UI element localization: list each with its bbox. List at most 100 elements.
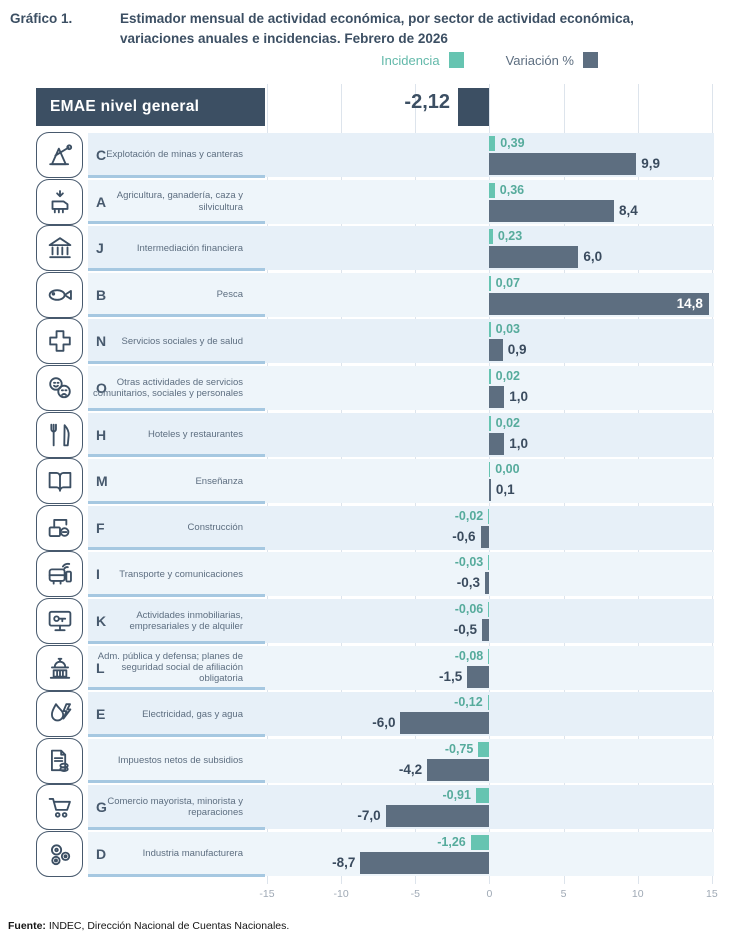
variacion-swatch-icon xyxy=(582,52,598,68)
row-band xyxy=(88,552,714,597)
variacion-value: 14,8 xyxy=(676,295,703,311)
incidencia-bar xyxy=(489,182,495,198)
variacion-value: -0,3 xyxy=(456,575,481,591)
variacion-value: -1,5 xyxy=(438,668,463,684)
incidencia-value: 0,07 xyxy=(495,275,520,290)
sector-label: Electricidad, gas y agua xyxy=(142,708,243,720)
book-icon xyxy=(48,472,71,492)
variacion-bar xyxy=(485,572,490,595)
variacion-value: -7,0 xyxy=(357,808,381,824)
sector-label: Otras actividades de servicios comunitar… xyxy=(93,376,243,399)
medical-cross-icon xyxy=(48,330,71,353)
sector-code: E xyxy=(96,706,106,723)
row-strip-border xyxy=(88,500,265,504)
capitol-icon xyxy=(49,657,70,679)
sector-label: Impuestos netos de subsidios xyxy=(117,755,243,767)
bank-icon xyxy=(48,237,71,259)
incidencia-value: 0,02 xyxy=(495,415,520,430)
variacion-value: 6,0 xyxy=(583,249,603,265)
row-strip-border xyxy=(88,267,265,271)
pumpjack-icon xyxy=(48,144,72,166)
variacion-value: 1,0 xyxy=(509,389,529,404)
row-strip-border xyxy=(88,826,265,830)
incidencia-value: -0,12 xyxy=(454,695,483,710)
bus-icon xyxy=(48,563,72,585)
variacion-bar xyxy=(489,199,614,222)
sector-label: Comercio mayorista, minorista y reparaci… xyxy=(107,796,243,819)
row-band xyxy=(88,412,714,457)
sector-label: Transporte y comunicaciones xyxy=(119,568,243,580)
row-strip-border xyxy=(88,780,265,784)
variacion-bar xyxy=(360,852,490,874)
taxes-icon xyxy=(50,749,69,772)
incidencia-bar xyxy=(488,508,490,524)
incidencia-bar xyxy=(478,741,490,757)
sector-label: Construcción xyxy=(187,522,243,534)
utilities-icon xyxy=(50,703,71,722)
sector-label: Adm. pública y defensa; planes de seguri… xyxy=(97,650,243,685)
incidencia-value: -0,91 xyxy=(442,788,471,803)
row-strip-border xyxy=(88,733,265,737)
sector-code: L xyxy=(96,659,105,676)
sector-icon-box xyxy=(36,411,83,458)
x-axis-tick: 10 xyxy=(631,888,644,900)
source-label: Fuente: xyxy=(8,920,46,932)
row-band xyxy=(88,738,714,783)
incidencia-bar xyxy=(488,555,490,571)
variacion-value: -0,5 xyxy=(453,622,478,637)
row-strip-border xyxy=(88,687,265,691)
sector-icon-box xyxy=(36,365,83,411)
row-strip-border xyxy=(88,640,265,644)
sector-icon-box xyxy=(36,318,83,365)
row-strip-border xyxy=(88,454,265,458)
incidencia-bar xyxy=(489,462,491,478)
sector-code: B xyxy=(96,286,107,303)
sector-icon-box xyxy=(36,271,83,318)
legend-item-variacion: Variación % xyxy=(506,52,598,68)
emae-header: EMAE nivel general xyxy=(36,88,265,126)
cart-icon xyxy=(48,798,71,819)
sector-label: Intermediación financiera xyxy=(136,242,243,254)
sector-label: Pesca xyxy=(216,289,243,301)
x-axis-tick: -5 xyxy=(410,888,420,900)
sector-code: A xyxy=(96,193,107,210)
x-axis-tick: 15 xyxy=(706,888,718,900)
source-note: Fuente: INDEC, Dirección Nacional de Cue… xyxy=(8,920,289,932)
chart-number: Gráfico 1. xyxy=(10,11,73,26)
x-axis-tick: 5 xyxy=(560,888,567,900)
row-band xyxy=(88,645,714,690)
incidencia-value: 0,00 xyxy=(495,462,520,477)
incidencia-bar xyxy=(489,369,491,384)
incidencia-value: -0,06 xyxy=(454,602,484,616)
incidencia-bar xyxy=(470,835,490,850)
sector-icon-box xyxy=(36,691,83,738)
variacion-value: 1,0 xyxy=(509,435,529,451)
incidencia-value: -0,03 xyxy=(454,555,484,570)
sector-code: F xyxy=(96,519,105,536)
variacion-bar xyxy=(467,665,490,688)
variacion-bar xyxy=(400,712,490,735)
incidencia-value: 0,36 xyxy=(499,182,525,197)
sector-label: Industria manufacturera xyxy=(142,848,243,860)
legend-label-incidencia: Incidencia xyxy=(381,52,440,68)
sector-icon-box xyxy=(36,784,83,831)
sector-label: Agricultura, ganadería, caza y silvicult… xyxy=(116,190,243,213)
incidencia-value: 0,03 xyxy=(495,322,520,337)
incidencia-bar xyxy=(475,788,490,804)
restaurant-icon xyxy=(49,423,70,446)
x-axis-tick: -15 xyxy=(259,888,275,900)
chart-title-block: Gráfico 1. Estimador mensual de activida… xyxy=(10,9,722,50)
sector-label: Enseñanza xyxy=(195,475,243,487)
row-band xyxy=(88,599,714,643)
variacion-value: -6,0 xyxy=(372,715,396,731)
incidencia-bar xyxy=(488,648,490,664)
sector-label: Hoteles y restaurantes xyxy=(147,428,243,440)
incidencia-value: -1,26 xyxy=(437,835,466,849)
legend: Incidencia Variación % xyxy=(265,52,714,68)
row-band xyxy=(88,319,714,364)
incidencia-value: -0,02 xyxy=(454,508,484,523)
sector-label: Servicios sociales y de salud xyxy=(121,335,243,347)
fish-icon xyxy=(48,289,72,301)
incidencia-bar xyxy=(489,275,491,291)
sector-icon-box xyxy=(36,504,83,551)
